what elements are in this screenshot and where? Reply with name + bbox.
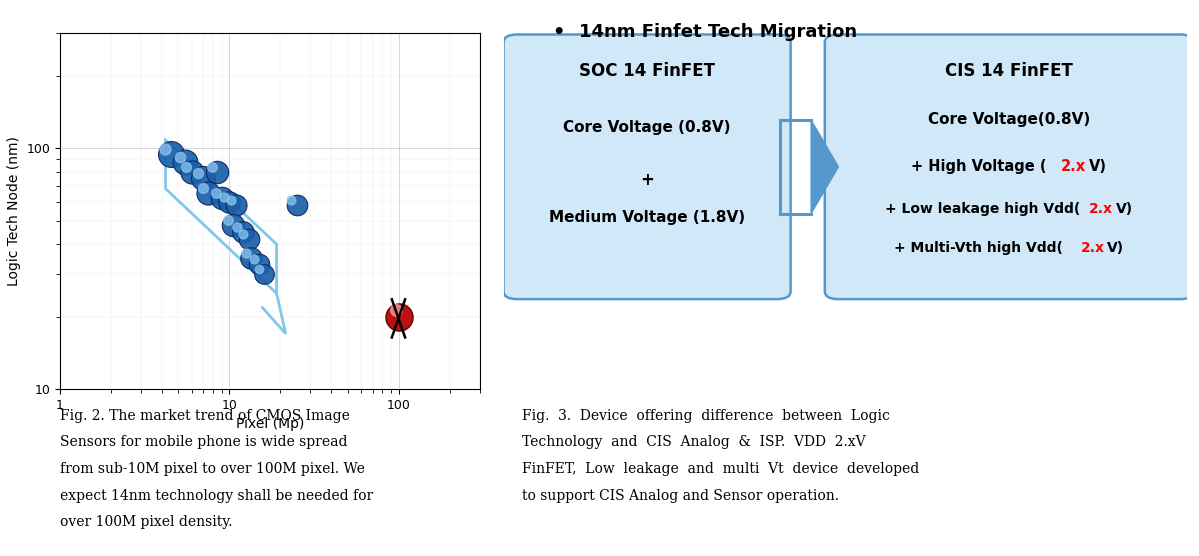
- Polygon shape: [811, 120, 838, 214]
- Point: [203, 162, 222, 171]
- Text: + Low leakage high Vdd(: + Low leakage high Vdd(: [885, 202, 1080, 216]
- Point: [386, 305, 405, 314]
- Text: Fig.  3.  Device  offering  difference  between  Logic: Fig. 3. Device offering difference betwe…: [522, 409, 890, 423]
- Point: [227, 201, 246, 210]
- Point: [193, 184, 212, 193]
- Point: [161, 149, 180, 158]
- Text: Technology  and  CIS  Analog  &  ISP.  VDD  2.xV: Technology and CIS Analog & ISP. VDD 2.x…: [522, 435, 866, 449]
- Text: V): V): [1116, 202, 1133, 216]
- Text: V): V): [1089, 159, 1107, 174]
- Point: [176, 157, 195, 166]
- Point: [228, 222, 247, 231]
- Y-axis label: Logic Tech Node (nm): Logic Tech Node (nm): [7, 136, 20, 286]
- Point: [223, 221, 242, 230]
- Point: [390, 312, 409, 321]
- Text: over 100M pixel density.: over 100M pixel density.: [60, 515, 233, 529]
- Text: 14nm Finfet Tech Migration: 14nm Finfet Tech Migration: [579, 23, 857, 41]
- Point: [233, 227, 252, 236]
- Point: [236, 249, 255, 257]
- FancyBboxPatch shape: [504, 34, 790, 299]
- Point: [219, 197, 239, 206]
- Point: [282, 196, 301, 205]
- Point: [254, 270, 273, 279]
- Point: [249, 260, 269, 269]
- Text: Medium Voltage (1.8V): Medium Voltage (1.8V): [549, 210, 745, 225]
- Text: + Multi-Vth high Vdd(: + Multi-Vth high Vdd(: [893, 241, 1062, 255]
- Text: •: •: [552, 23, 565, 42]
- Text: Core Voltage (0.8V): Core Voltage (0.8V): [564, 120, 731, 135]
- Text: expect 14nm technology shall be needed for: expect 14nm technology shall be needed f…: [60, 489, 373, 503]
- Point: [212, 194, 231, 203]
- Point: [222, 196, 241, 205]
- Point: [206, 188, 225, 197]
- Point: [176, 162, 195, 171]
- Point: [288, 201, 307, 210]
- Point: [215, 192, 234, 201]
- Point: [193, 174, 212, 183]
- Text: FinFET,  Low  leakage  and  multi  Vt  device  developed: FinFET, Low leakage and multi Vt device …: [522, 462, 918, 476]
- Point: [239, 235, 258, 244]
- Text: Sensors for mobile phone is wide spread: Sensors for mobile phone is wide spread: [60, 435, 348, 449]
- Point: [199, 189, 218, 198]
- Text: Core Voltage(0.8V): Core Voltage(0.8V): [928, 112, 1090, 127]
- Text: from sub-10M pixel to over 100M pixel. We: from sub-10M pixel to over 100M pixel. W…: [60, 462, 364, 476]
- Text: +: +: [640, 171, 653, 188]
- Point: [242, 254, 261, 262]
- Text: 2.x: 2.x: [1061, 159, 1086, 174]
- Text: + High Voltage (: + High Voltage (: [911, 159, 1047, 174]
- Point: [182, 167, 201, 176]
- Point: [207, 167, 227, 176]
- Text: 2.x: 2.x: [1089, 202, 1114, 216]
- FancyBboxPatch shape: [825, 34, 1194, 299]
- Point: [170, 152, 189, 161]
- Text: to support CIS Analog and Sensor operation.: to support CIS Analog and Sensor operati…: [522, 489, 838, 503]
- Point: [234, 230, 253, 239]
- Point: [218, 216, 237, 225]
- X-axis label: Pixel (Mp): Pixel (Mp): [235, 418, 305, 431]
- Point: [156, 144, 175, 153]
- Point: [249, 265, 269, 274]
- Point: [245, 255, 264, 264]
- Text: 2.x: 2.x: [1080, 241, 1104, 255]
- Text: CIS 14 FinFET: CIS 14 FinFET: [945, 62, 1073, 80]
- Text: Fig. 2. The market trend of CMOS Image: Fig. 2. The market trend of CMOS Image: [60, 409, 350, 423]
- Point: [188, 169, 207, 178]
- Text: SOC 14 FinFET: SOC 14 FinFET: [579, 62, 715, 80]
- Text: V): V): [1107, 241, 1125, 255]
